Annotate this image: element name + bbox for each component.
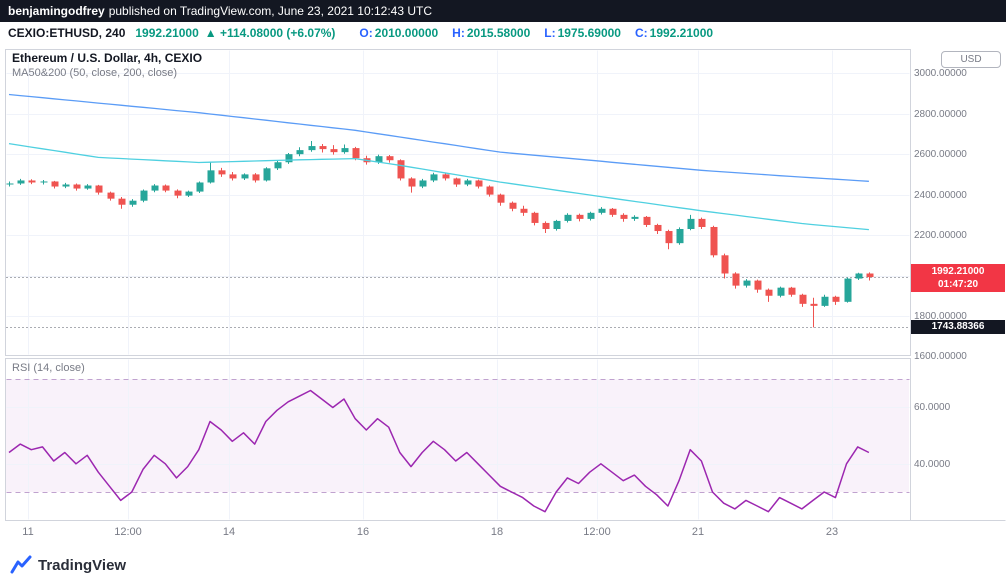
tradingview-wordmark[interactable]: TradingView xyxy=(38,556,127,574)
svg-text:1800.00000: 1800.00000 xyxy=(914,311,967,322)
open-label: O: xyxy=(359,26,373,40)
last-price-badge: 1992.21000 01:47:20 xyxy=(911,264,1005,293)
open-readout: O: 2010.00000 xyxy=(359,26,438,40)
svg-text:2200.00000: 2200.00000 xyxy=(914,230,967,241)
low-value: 1975.69000 xyxy=(557,26,621,40)
currency-toggle[interactable]: USD xyxy=(941,51,1001,68)
footer: TradingView xyxy=(0,545,1006,585)
svg-text:21: 21 xyxy=(692,526,704,538)
low-label: L: xyxy=(544,26,556,40)
rsi-indicator-legend: RSI (14, close) xyxy=(12,362,85,374)
svg-text:60.0000: 60.0000 xyxy=(914,402,951,413)
grid-layer xyxy=(6,50,910,520)
rsi-line xyxy=(8,389,870,513)
open-value: 2010.00000 xyxy=(374,26,439,40)
ma50-line xyxy=(8,142,869,231)
svg-text:23: 23 xyxy=(826,526,838,538)
svg-text:1600.00000: 1600.00000 xyxy=(914,351,967,362)
ohlc-readout: O: 2010.00000 H: 2015.58000 L: 1975.69000 C… xyxy=(359,26,713,40)
svg-text:11: 11 xyxy=(22,526,33,538)
tradingview-logo-icon xyxy=(10,555,32,574)
rsi-band xyxy=(6,379,909,492)
candles-layer xyxy=(6,141,874,328)
bar-countdown: 01:47:20 xyxy=(937,279,979,291)
svg-text:12:00: 12:00 xyxy=(114,526,142,538)
svg-text:2800.00000: 2800.00000 xyxy=(914,109,967,120)
low-readout: L: 1975.69000 xyxy=(544,26,621,40)
svg-text:18: 18 xyxy=(491,526,503,538)
last-price-badge-value: 1992.21000 xyxy=(931,266,985,278)
price-change-text: ▲ +114.08000 (+6.07%) xyxy=(204,26,336,40)
symbol-title: CEXIO:ETHUSD, 240 xyxy=(8,26,126,40)
close-label: C: xyxy=(634,26,648,40)
svg-text:14: 14 xyxy=(223,526,235,538)
svg-text:12:00: 12:00 xyxy=(583,526,611,538)
ma200-line xyxy=(8,93,869,182)
high-readout: H: 2015.58000 xyxy=(452,26,530,40)
close-readout: C: 1992.21000 xyxy=(635,26,713,40)
ma-indicator-legend: MA50&200 (50, close, 200, close) xyxy=(12,67,178,79)
high-value: 2015.58000 xyxy=(466,26,531,40)
pane-borders xyxy=(5,49,1006,521)
high-label: H: xyxy=(452,26,465,40)
svg-text:3000.00000: 3000.00000 xyxy=(914,68,967,79)
last-price-text: 1992.21000 xyxy=(135,26,199,40)
price-chart-canvas: 3000.00000 2800.00000 2600.00000 2400.00000… xyxy=(5,49,1006,538)
publisher-link[interactable]: benjamingodfrey xyxy=(8,4,105,18)
axis-labels: 3000.00000 2800.00000 2600.00000 2400.00000… xyxy=(22,68,967,538)
svg-text:16: 16 xyxy=(357,526,369,538)
close-value: 1992.21000 xyxy=(649,26,714,40)
low-price-badge: 1743.88366 xyxy=(911,320,1005,335)
svg-text:40.0000: 40.0000 xyxy=(914,459,951,470)
svg-text:2600.00000: 2600.00000 xyxy=(914,149,967,160)
chart-area: 3000.00000 2800.00000 2600.00000 2400.00000… xyxy=(0,44,1006,545)
publish-info: published on TradingView.com, June 23, 2… xyxy=(108,4,433,18)
chart-title-legend: Ethereum / U.S. Dollar, 4h, CEXIO xyxy=(12,51,203,65)
svg-text:2400.00000: 2400.00000 xyxy=(914,190,967,201)
symbol-bar: CEXIO:ETHUSD, 240 1992.21000 ▲ +114.0800… xyxy=(0,22,1006,44)
publish-bar: benjamingodfrey published on TradingView… xyxy=(0,0,1006,22)
